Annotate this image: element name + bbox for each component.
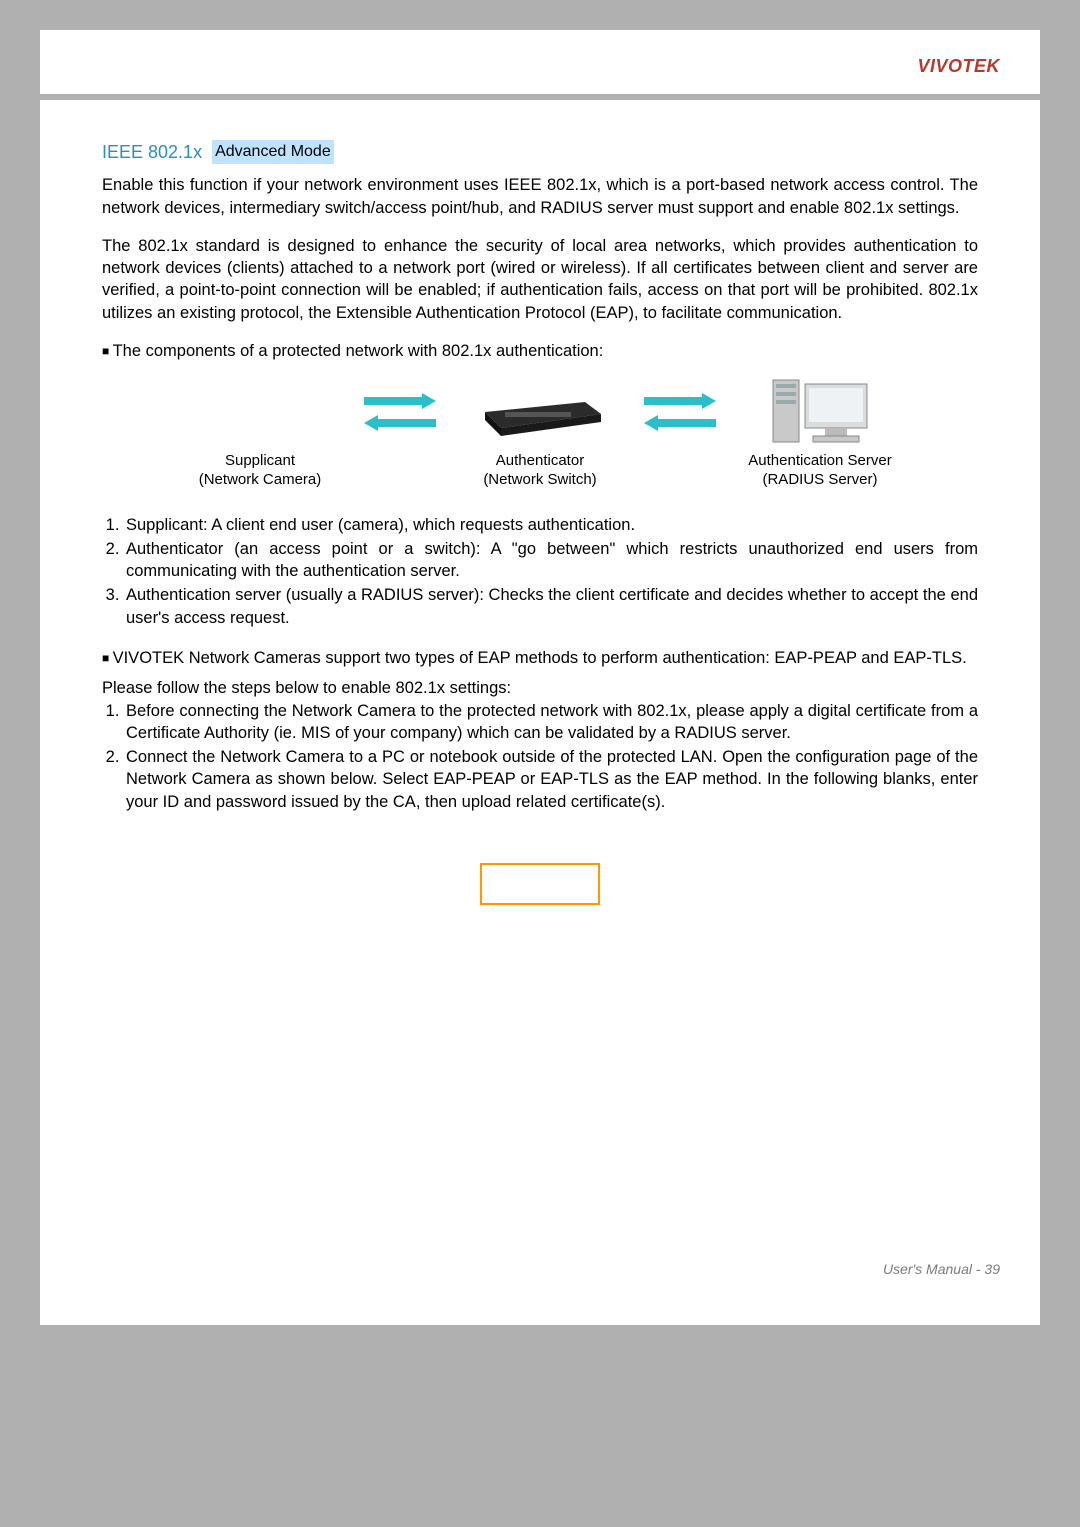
- components-bullet: The components of a protected network wi…: [102, 340, 978, 362]
- components-list: Supplicant: A client end user (camera), …: [102, 514, 978, 629]
- server-icon: [720, 372, 920, 452]
- steps-intro: Please follow the steps below to enable …: [102, 677, 978, 699]
- diagram-row: Supplicant (Network Camera): [160, 372, 920, 490]
- intro-paragraph-1: Enable this function if your network env…: [102, 174, 978, 219]
- steps-list: Before connecting the Network Camera to …: [102, 700, 978, 813]
- diagram-node-supplicant: Supplicant (Network Camera): [160, 372, 360, 490]
- eap-methods-bullet: VIVOTEK Network Cameras support two type…: [102, 647, 978, 669]
- auth-diagram: Supplicant (Network Camera): [102, 372, 978, 490]
- arrow-left-icon: [364, 415, 436, 431]
- node-sublabel: (RADIUS Server): [720, 471, 920, 490]
- list-item: Authentication server (usually a RADIUS …: [124, 584, 978, 629]
- page-footer: User's Manual - 39: [40, 1245, 1040, 1285]
- section-title-row: IEEE 802.1x Advanced Mode: [102, 140, 978, 164]
- arrow-right-icon: [364, 393, 436, 409]
- footer-page-number: User's Manual - 39: [883, 1261, 1000, 1277]
- node-label: Supplicant: [160, 452, 360, 471]
- section-title: IEEE 802.1x: [102, 140, 202, 164]
- advanced-mode-badge: Advanced Mode: [212, 140, 334, 164]
- switch-icon: [440, 372, 640, 452]
- arrow-right-icon: [644, 393, 716, 409]
- diagram-node-authenticator: Authenticator (Network Switch): [440, 372, 640, 490]
- list-item: Authenticator (an access point or a swit…: [124, 538, 978, 583]
- brand-logo: VIVOTEK: [917, 56, 1000, 77]
- list-item: Before connecting the Network Camera to …: [124, 700, 978, 745]
- placeholder-box-wrap: [102, 863, 978, 905]
- node-label: Authentication Server: [720, 452, 920, 471]
- screenshot-placeholder-box: [480, 863, 600, 905]
- intro-paragraph-2: The 802.1x standard is designed to enhan…: [102, 235, 978, 324]
- list-item: Connect the Network Camera to a PC or no…: [124, 746, 978, 813]
- list-item: Supplicant: A client end user (camera), …: [124, 514, 978, 536]
- node-label: Authenticator: [440, 452, 640, 471]
- camera-icon: [160, 372, 360, 452]
- diagram-arrows-2: [640, 372, 720, 452]
- node-sublabel: (Network Camera): [160, 471, 360, 490]
- arrow-left-icon: [644, 415, 716, 431]
- page: VIVOTEK IEEE 802.1x Advanced Mode Enable…: [40, 30, 1040, 1325]
- diagram-arrows-1: [360, 372, 440, 452]
- node-sublabel: (Network Switch): [440, 471, 640, 490]
- page-content: IEEE 802.1x Advanced Mode Enable this fu…: [40, 100, 1040, 945]
- diagram-node-authserver: Authentication Server (RADIUS Server): [720, 372, 920, 490]
- page-header: VIVOTEK: [40, 30, 1040, 88]
